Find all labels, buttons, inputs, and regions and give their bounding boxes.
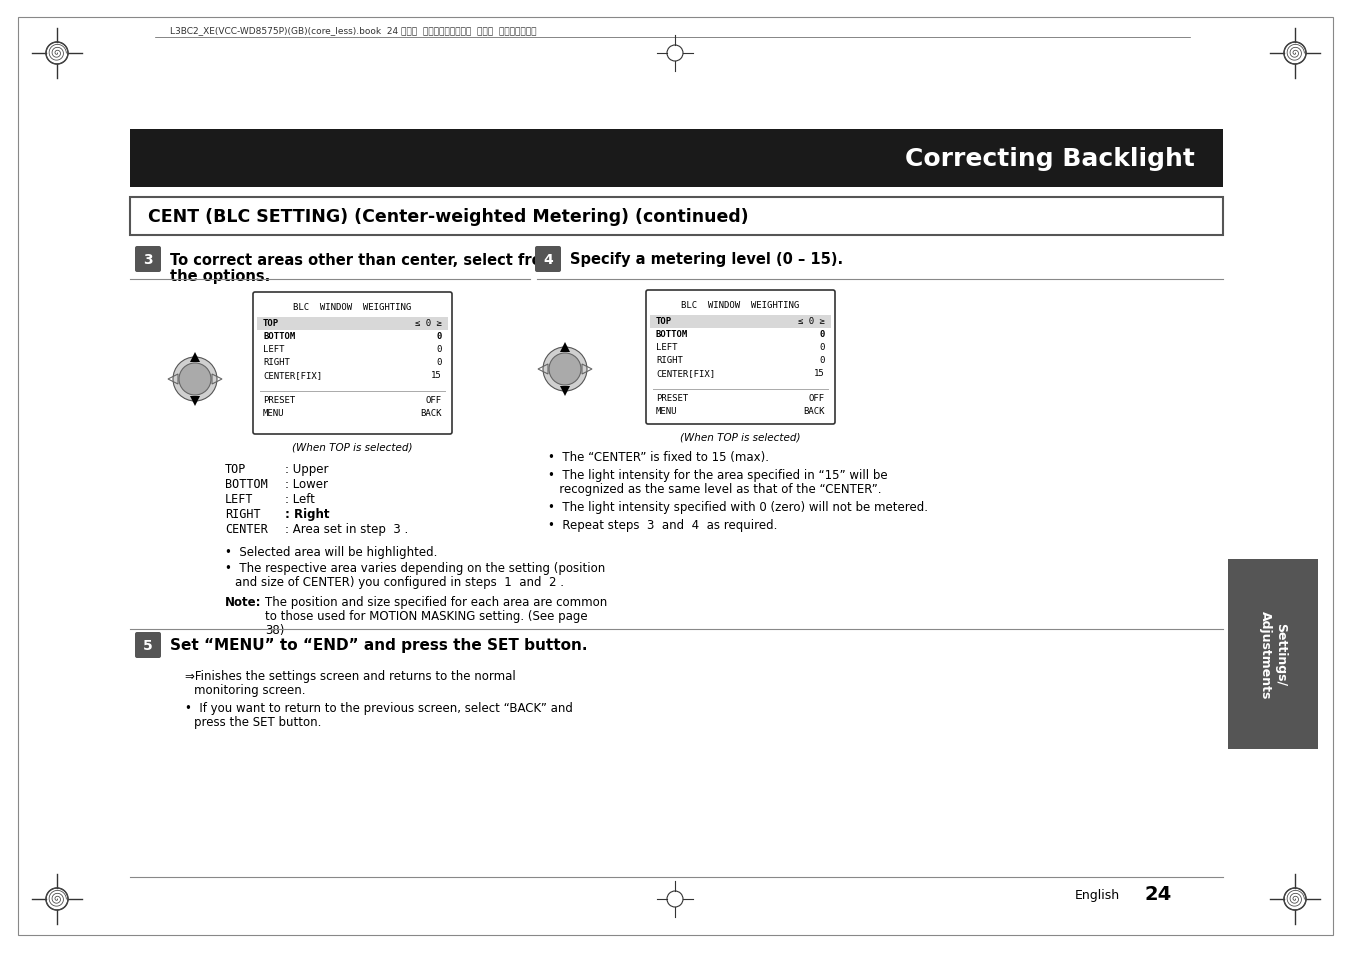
Bar bbox=[130, 198, 1223, 235]
Text: ≤ 0 ≥: ≤ 0 ≥ bbox=[798, 317, 825, 326]
Text: 24: 24 bbox=[1146, 884, 1173, 903]
Text: : Right: : Right bbox=[285, 507, 330, 520]
Text: CENTER[FIX]: CENTER[FIX] bbox=[263, 371, 322, 380]
FancyBboxPatch shape bbox=[135, 247, 161, 273]
Text: •  Selected area will be highlighted.: • Selected area will be highlighted. bbox=[226, 545, 438, 558]
Polygon shape bbox=[561, 387, 570, 396]
Text: RIGHT: RIGHT bbox=[226, 507, 261, 520]
Text: CENTER[FIX]: CENTER[FIX] bbox=[657, 369, 715, 378]
Text: ≤ 0 ≥: ≤ 0 ≥ bbox=[415, 319, 442, 328]
Text: RIGHT: RIGHT bbox=[657, 356, 682, 365]
Text: (When TOP is selected): (When TOP is selected) bbox=[292, 442, 413, 453]
Text: To correct areas other than center, select from: To correct areas other than center, sele… bbox=[170, 253, 557, 268]
Circle shape bbox=[178, 364, 211, 395]
Text: press the SET button.: press the SET button. bbox=[195, 716, 322, 728]
Polygon shape bbox=[190, 353, 200, 363]
Text: TOP: TOP bbox=[657, 317, 673, 326]
Text: 0: 0 bbox=[820, 330, 825, 339]
Text: and size of CENTER) you configured in steps  1  and  2 .: and size of CENTER) you configured in st… bbox=[235, 576, 563, 588]
Text: LEFT: LEFT bbox=[263, 345, 285, 355]
Text: to those used for MOTION MASKING setting. (See page: to those used for MOTION MASKING setting… bbox=[265, 609, 588, 622]
Circle shape bbox=[173, 357, 218, 401]
Text: BOTTOM: BOTTOM bbox=[657, 330, 688, 339]
Text: BOTTOM: BOTTOM bbox=[226, 477, 267, 491]
Text: CENTER: CENTER bbox=[226, 522, 267, 536]
Text: BACK: BACK bbox=[420, 409, 442, 418]
Text: •  The respective area varies depending on the setting (position: • The respective area varies depending o… bbox=[226, 561, 605, 575]
FancyBboxPatch shape bbox=[535, 247, 561, 273]
Text: 0: 0 bbox=[436, 345, 442, 355]
Text: Note:: Note: bbox=[226, 596, 262, 608]
FancyBboxPatch shape bbox=[646, 291, 835, 424]
Polygon shape bbox=[561, 343, 570, 353]
Text: Settings/
Adjustments: Settings/ Adjustments bbox=[1259, 610, 1288, 699]
Text: : Upper: : Upper bbox=[285, 462, 328, 476]
Text: Specify a metering level (0 – 15).: Specify a metering level (0 – 15). bbox=[570, 253, 843, 267]
Text: 15: 15 bbox=[431, 371, 442, 380]
Text: 0: 0 bbox=[820, 356, 825, 365]
Text: TOP: TOP bbox=[226, 462, 246, 476]
Text: 4: 4 bbox=[543, 253, 553, 267]
Bar bbox=[650, 315, 831, 328]
Text: •  If you want to return to the previous screen, select “BACK” and: • If you want to return to the previous … bbox=[185, 701, 573, 714]
Text: •  The light intensity specified with 0 (zero) will not be metered.: • The light intensity specified with 0 (… bbox=[549, 500, 928, 514]
Text: recognized as the same level as that of the “CENTER”.: recognized as the same level as that of … bbox=[549, 482, 881, 496]
Text: LEFT: LEFT bbox=[226, 493, 254, 505]
Text: English: English bbox=[1075, 888, 1120, 902]
Text: 3: 3 bbox=[143, 253, 153, 267]
Text: OFF: OFF bbox=[809, 395, 825, 403]
Text: TOP: TOP bbox=[263, 319, 280, 328]
Text: 0: 0 bbox=[436, 333, 442, 341]
Text: PRESET: PRESET bbox=[657, 395, 688, 403]
Circle shape bbox=[543, 348, 586, 392]
Text: CENT (BLC SETTING) (Center-weighted Metering) (continued): CENT (BLC SETTING) (Center-weighted Mete… bbox=[149, 208, 748, 226]
Text: LEFT: LEFT bbox=[657, 343, 677, 352]
Text: Set “MENU” to “END” and press the SET button.: Set “MENU” to “END” and press the SET bu… bbox=[170, 638, 588, 653]
Bar bbox=[1228, 559, 1319, 749]
Text: BOTTOM: BOTTOM bbox=[263, 333, 296, 341]
Text: MENU: MENU bbox=[263, 409, 285, 418]
Circle shape bbox=[549, 354, 581, 386]
FancyBboxPatch shape bbox=[135, 633, 161, 659]
Text: 15: 15 bbox=[815, 369, 825, 378]
Text: BLC  WINDOW  WEIGHTING: BLC WINDOW WEIGHTING bbox=[681, 301, 800, 310]
Text: •  Repeat steps  3  and  4  as required.: • Repeat steps 3 and 4 as required. bbox=[549, 518, 777, 532]
Text: BLC  WINDOW  WEIGHTING: BLC WINDOW WEIGHTING bbox=[293, 303, 412, 313]
Text: : Area set in step  3 .: : Area set in step 3 . bbox=[285, 522, 408, 536]
Text: The position and size specified for each area are common: The position and size specified for each… bbox=[265, 596, 607, 608]
Text: BACK: BACK bbox=[804, 407, 825, 416]
Text: •  The “CENTER” is fixed to 15 (max).: • The “CENTER” is fixed to 15 (max). bbox=[549, 451, 769, 463]
Text: (When TOP is selected): (When TOP is selected) bbox=[681, 433, 801, 442]
FancyBboxPatch shape bbox=[253, 293, 453, 435]
Text: Correcting Backlight: Correcting Backlight bbox=[905, 147, 1196, 171]
Text: •  The light intensity for the area specified in “15” will be: • The light intensity for the area speci… bbox=[549, 469, 888, 481]
Text: : Lower: : Lower bbox=[285, 477, 328, 491]
Text: OFF: OFF bbox=[426, 396, 442, 405]
Text: MENU: MENU bbox=[657, 407, 677, 416]
Bar bbox=[130, 130, 1223, 188]
Text: RIGHT: RIGHT bbox=[263, 358, 290, 367]
Text: PRESET: PRESET bbox=[263, 396, 296, 405]
Text: : Left: : Left bbox=[285, 493, 315, 505]
Bar bbox=[257, 317, 449, 330]
Text: ⇒Finishes the settings screen and returns to the normal: ⇒Finishes the settings screen and return… bbox=[185, 669, 516, 682]
Text: the options.: the options. bbox=[170, 269, 270, 284]
Text: 38): 38) bbox=[265, 623, 284, 637]
Text: monitoring screen.: monitoring screen. bbox=[195, 683, 305, 697]
Text: 0: 0 bbox=[436, 358, 442, 367]
Text: 5: 5 bbox=[143, 639, 153, 652]
Text: 0: 0 bbox=[820, 343, 825, 352]
Polygon shape bbox=[190, 396, 200, 407]
Text: L3BC2_XE(VCC-WD8575P)(GB)(core_less).book  24 ページ  ２００５年３月２日  水曜日  午後１時１７分: L3BC2_XE(VCC-WD8575P)(GB)(core_less).boo… bbox=[170, 26, 536, 35]
